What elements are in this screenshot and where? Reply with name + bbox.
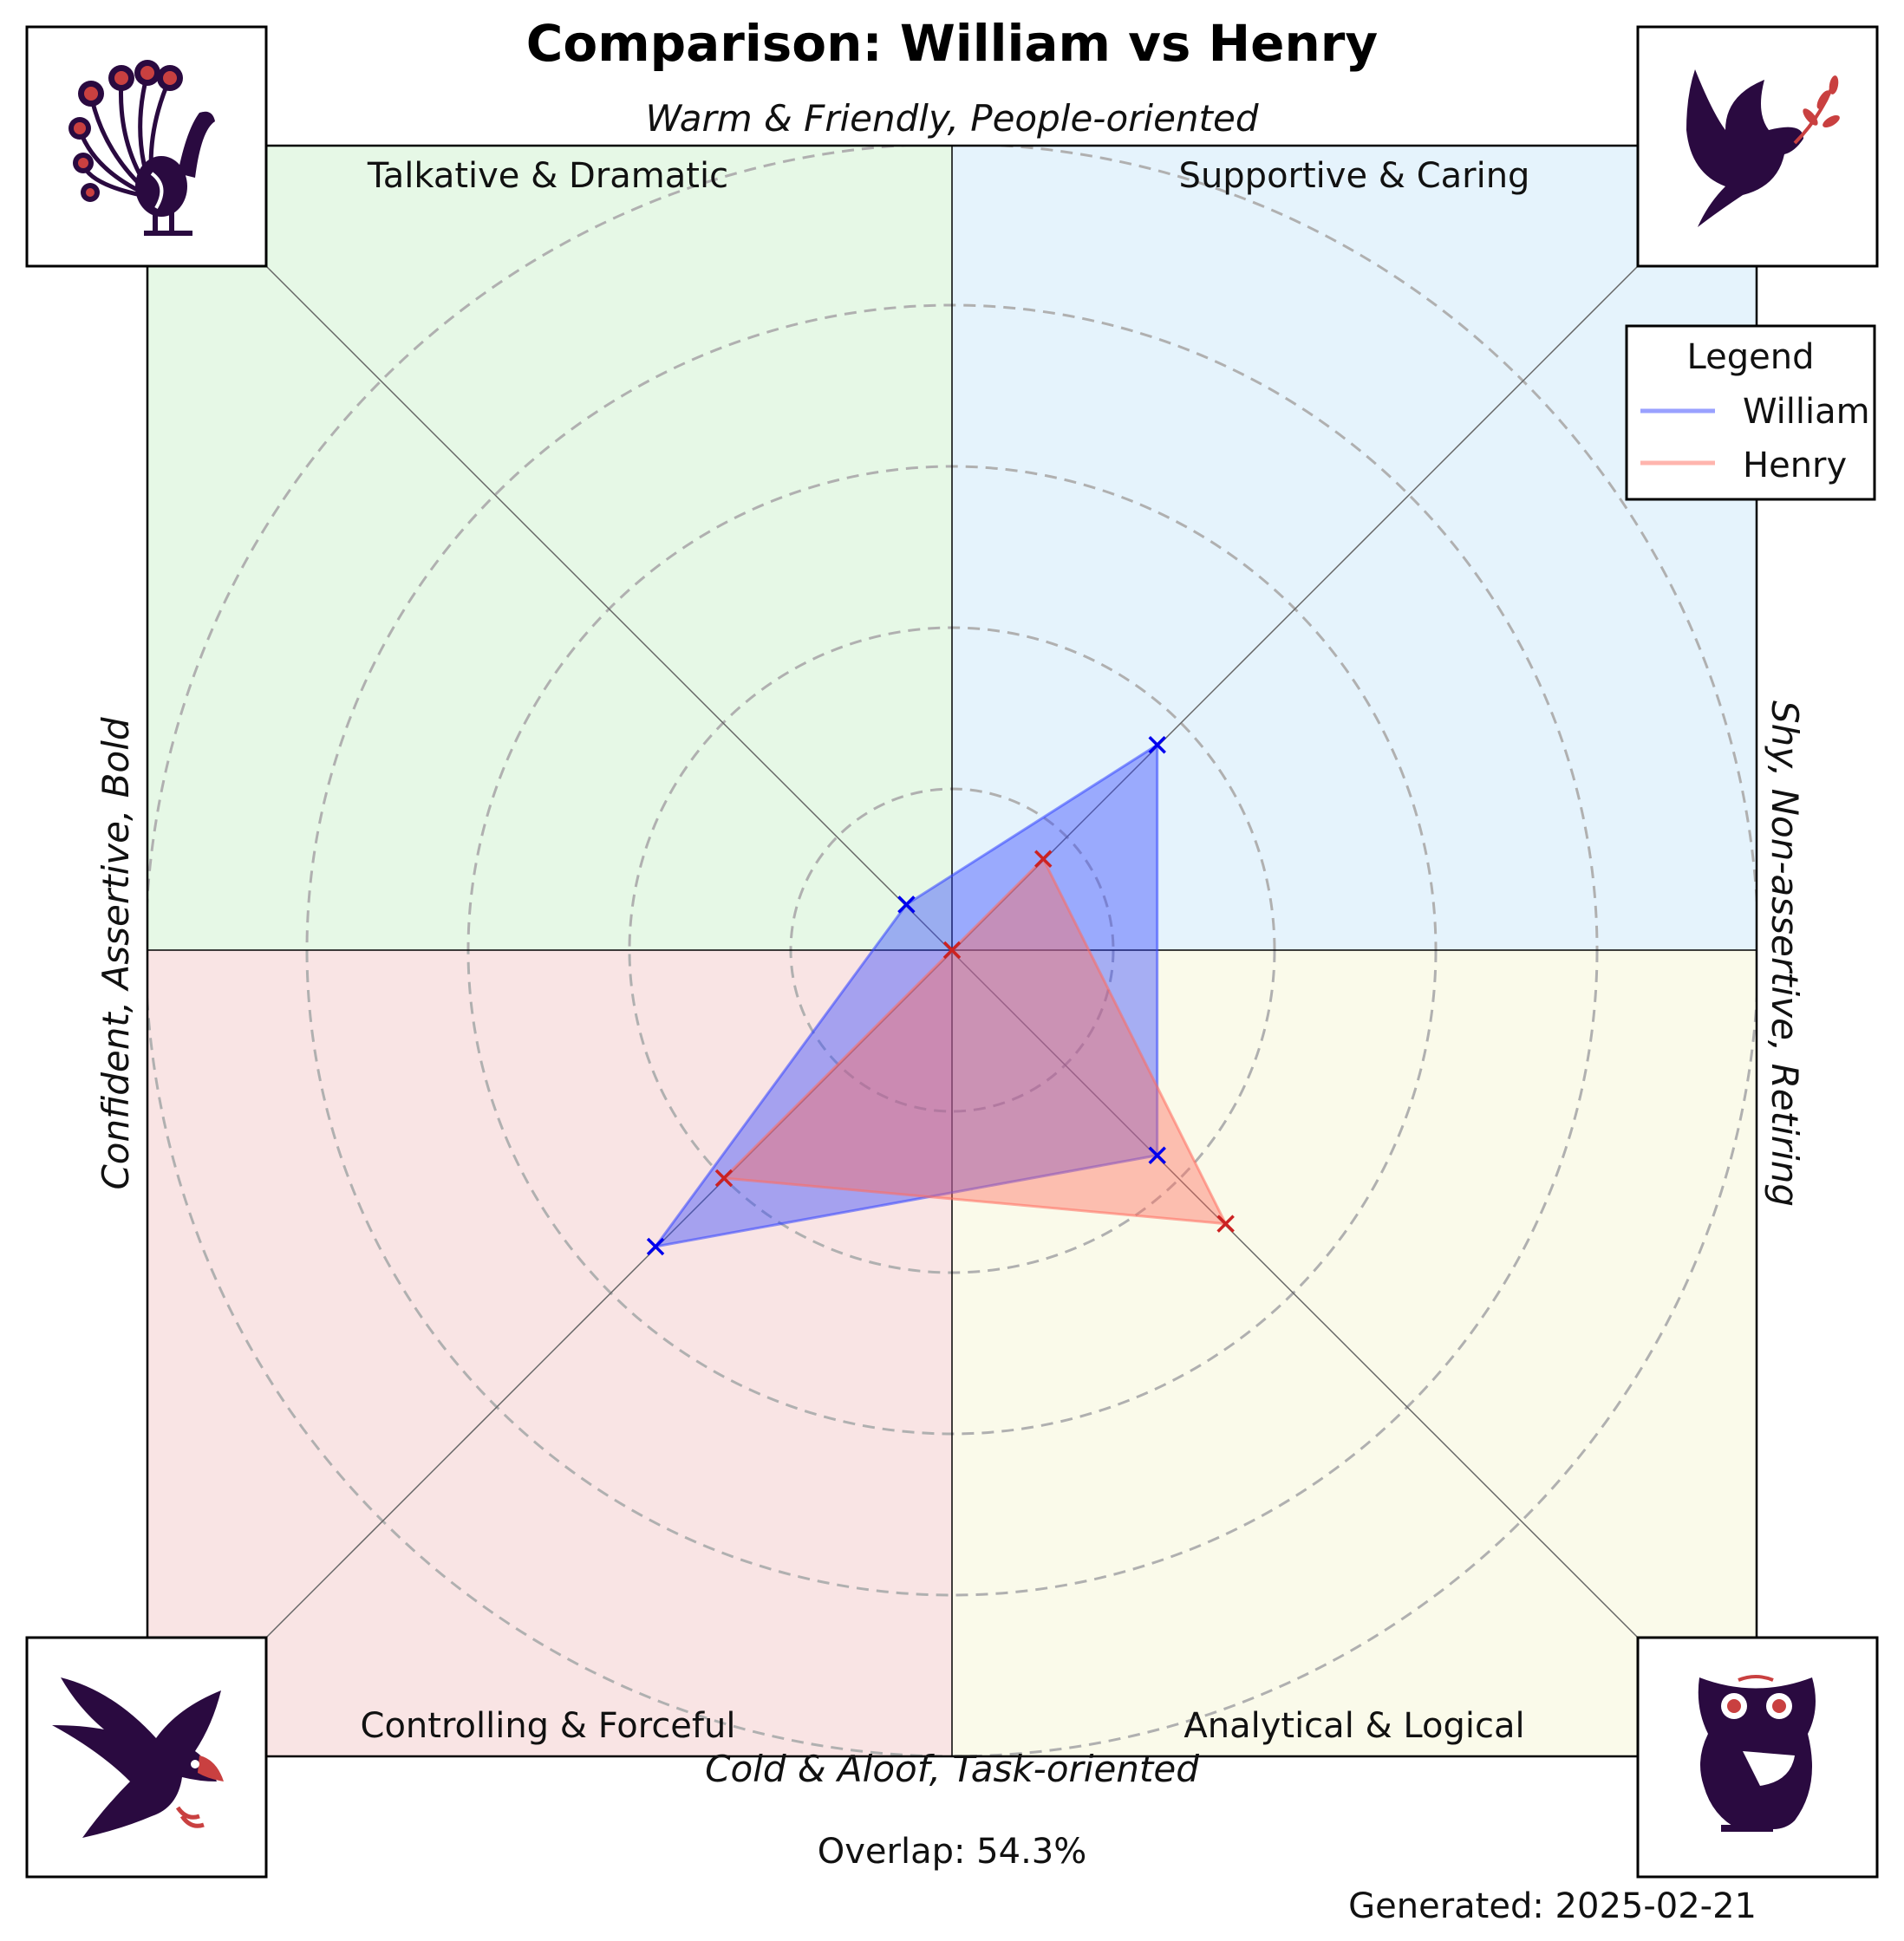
- plot-frame: [146, 144, 1758, 1758]
- quadrant-label-supportive: Supportive & Caring: [1179, 156, 1530, 196]
- eagle-icon: [52, 1677, 224, 1838]
- quadrant-label-talkative: Talkative & Dramatic: [367, 156, 728, 196]
- legend: Legend William Henry: [1625, 324, 1876, 501]
- owl-icon: [1698, 1675, 1816, 1832]
- data-point-william: [646, 1237, 665, 1256]
- top-axis-label: Warm & Friendly, People-oriented: [645, 97, 1258, 140]
- right-axis-label: Shy, Non-assertive, Retiring: [1764, 700, 1806, 1207]
- data-point-henry: [714, 1169, 734, 1188]
- data-point-henry: [1034, 850, 1053, 869]
- legend-label-william: William: [1743, 392, 1870, 432]
- data-point-william: [1148, 736, 1166, 754]
- data-point-william: [897, 896, 916, 914]
- generated-label: Generated: 2025-02-21: [1348, 1886, 1757, 1926]
- data-point-henry: [1216, 1215, 1235, 1233]
- data-point-henry: [942, 941, 962, 960]
- legend-title: Legend: [1687, 337, 1815, 377]
- dove-icon: [1686, 69, 1840, 227]
- quadrant-supportive: [952, 146, 1757, 950]
- eagle-icon-box: [25, 1636, 268, 1879]
- data-point-william: [1148, 1146, 1166, 1164]
- chart-title: Comparison: William vs Henry: [526, 14, 1378, 73]
- left-axis-label: Confident, Assertive, Bold: [95, 717, 137, 1189]
- quadrant-label-analytical: Analytical & Logical: [1183, 1706, 1524, 1746]
- dove-icon-box: [1636, 25, 1879, 268]
- peacock-icon: [68, 60, 215, 236]
- quadrant-label-controlling: Controlling & Forceful: [361, 1706, 736, 1746]
- bottom-axis-label: Cold & Aloof, Task-oriented: [705, 1748, 1199, 1790]
- quadrant-talkative: [147, 146, 952, 950]
- peacock-icon-box: [25, 25, 268, 268]
- owl-icon-box: [1636, 1636, 1879, 1879]
- legend-label-henry: Henry: [1743, 446, 1847, 485]
- series-layer: [646, 736, 1235, 1256]
- overlap-label: Overlap: 54.3%: [818, 1832, 1087, 1872]
